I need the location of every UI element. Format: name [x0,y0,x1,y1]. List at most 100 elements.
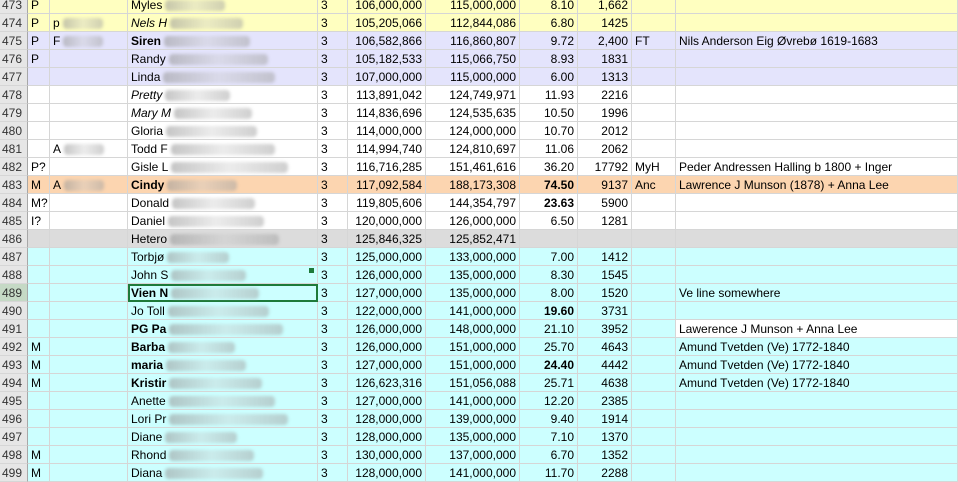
cell-code[interactable] [50,194,128,212]
cell-snps[interactable]: 1831 [578,50,632,68]
cell-chromosome[interactable]: 3 [318,0,348,14]
row-header[interactable]: 482 [0,158,28,176]
cell-name[interactable]: Diane [128,428,318,446]
cell-start[interactable]: 105,205,066 [348,14,426,32]
cell-end[interactable]: 135,000,000 [426,266,520,284]
cell-cm[interactable]: 8.00 [520,284,578,302]
row-header[interactable]: 481 [0,140,28,158]
cell-chromosome[interactable]: 3 [318,284,348,302]
cell-name[interactable]: Randy [128,50,318,68]
cell-code[interactable] [50,158,128,176]
cell-code[interactable]: F [50,32,128,50]
cell-cm[interactable]: 24.40 [520,356,578,374]
cell-tag[interactable]: FT [632,32,676,50]
cell-status[interactable] [28,230,50,248]
row-header[interactable]: 475 [0,32,28,50]
cell-snps[interactable]: 3952 [578,320,632,338]
cell-code[interactable] [50,356,128,374]
cell-tag[interactable] [632,230,676,248]
cell-code[interactable] [50,302,128,320]
cell-chromosome[interactable]: 3 [318,104,348,122]
cell-code[interactable] [50,446,128,464]
cell-code[interactable] [50,0,128,14]
cell-start[interactable]: 128,000,000 [348,428,426,446]
cell-end[interactable]: 141,000,000 [426,464,520,482]
cell-end[interactable]: 139,000,000 [426,410,520,428]
cell-snps[interactable]: 2062 [578,140,632,158]
cell-status[interactable] [28,86,50,104]
cell-tag[interactable] [632,464,676,482]
cell-status[interactable]: P [28,32,50,50]
cell-cm[interactable]: 23.63 [520,194,578,212]
cell-code[interactable] [50,428,128,446]
cell-chromosome[interactable]: 3 [318,320,348,338]
cell-end[interactable]: 116,860,807 [426,32,520,50]
cell-cm[interactable]: 36.20 [520,158,578,176]
cell-start[interactable]: 119,805,606 [348,194,426,212]
cell-snps[interactable]: 1281 [578,212,632,230]
cell-status[interactable] [28,68,50,86]
cell-cm[interactable]: 25.70 [520,338,578,356]
cell-code[interactable] [50,122,128,140]
cell-snps[interactable]: 2216 [578,86,632,104]
cell-end[interactable]: 124,000,000 [426,122,520,140]
cell-notes[interactable]: Amund Tvetden (Ve) 1772-1840 [676,338,958,356]
cell-status[interactable]: M? [28,194,50,212]
cell-code[interactable]: A [50,140,128,158]
cell-cm[interactable]: 6.00 [520,68,578,86]
cell-code[interactable] [50,104,128,122]
cell-cm[interactable]: 10.70 [520,122,578,140]
cell-code[interactable] [50,230,128,248]
cell-tag[interactable] [632,86,676,104]
cell-chromosome[interactable]: 3 [318,464,348,482]
cell-code[interactable] [50,248,128,266]
cell-chromosome[interactable]: 3 [318,14,348,32]
cell-end[interactable]: 151,056,088 [426,374,520,392]
cell-cm[interactable]: 11.06 [520,140,578,158]
fill-handle[interactable] [309,268,314,273]
cell-code[interactable]: p [50,14,128,32]
cell-snps[interactable]: 1370 [578,428,632,446]
cell-notes[interactable] [676,14,958,32]
cell-chromosome[interactable]: 3 [318,392,348,410]
cell-name[interactable]: Lori Pr [128,410,318,428]
cell-start[interactable]: 107,000,000 [348,68,426,86]
cell-end[interactable]: 125,852,471 [426,230,520,248]
cell-snps[interactable] [578,230,632,248]
cell-start[interactable]: 114,000,000 [348,122,426,140]
cell-end[interactable]: 135,000,000 [426,428,520,446]
row-header[interactable]: 494 [0,374,28,392]
cell-name[interactable]: Hetero [128,230,318,248]
cell-name[interactable]: Donald [128,194,318,212]
cell-tag[interactable] [632,356,676,374]
cell-start[interactable]: 114,836,696 [348,104,426,122]
cell-cm[interactable]: 6.50 [520,212,578,230]
cell-cm[interactable]: 9.40 [520,410,578,428]
cell-notes[interactable] [676,86,958,104]
cell-cm[interactable]: 74.50 [520,176,578,194]
cell-tag[interactable] [632,266,676,284]
cell-tag[interactable]: Anc [632,176,676,194]
cell-end[interactable]: 144,354,797 [426,194,520,212]
cell-status[interactable]: I? [28,212,50,230]
cell-tag[interactable] [632,140,676,158]
cell-code[interactable] [50,284,128,302]
row-header[interactable]: 492 [0,338,28,356]
cell-start[interactable]: 127,000,000 [348,356,426,374]
cell-tag[interactable] [632,446,676,464]
cell-snps[interactable]: 1914 [578,410,632,428]
cell-cm[interactable]: 11.70 [520,464,578,482]
row-header[interactable]: 496 [0,410,28,428]
cell-chromosome[interactable]: 3 [318,50,348,68]
cell-status[interactable] [28,302,50,320]
cell-name[interactable]: maria [128,356,318,374]
cell-tag[interactable] [632,248,676,266]
row-header[interactable]: 488 [0,266,28,284]
row-header[interactable]: 486 [0,230,28,248]
cell-name[interactable]: Cindy [128,176,318,194]
row-header[interactable]: 491 [0,320,28,338]
cell-start[interactable]: 120,000,000 [348,212,426,230]
row-header[interactable]: 483 [0,176,28,194]
cell-status[interactable]: P [28,14,50,32]
